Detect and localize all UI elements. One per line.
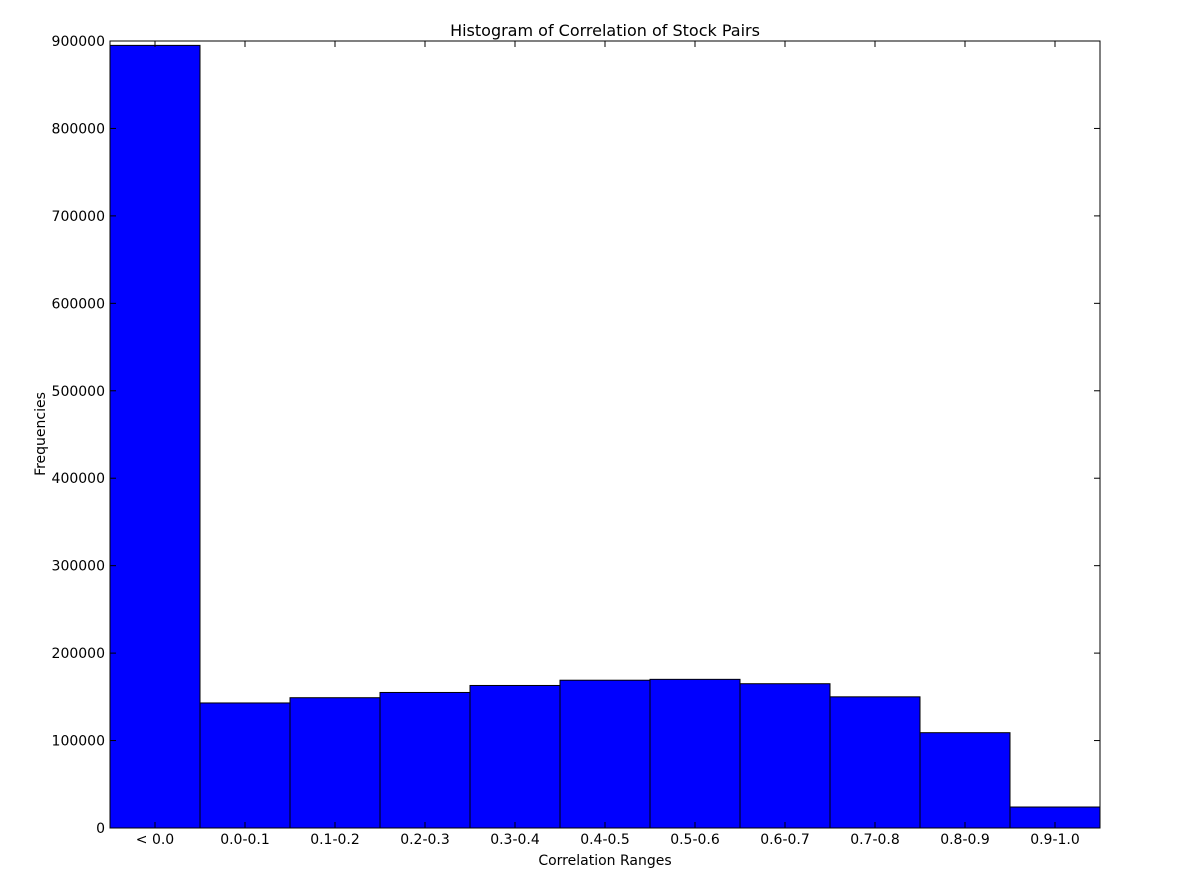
y-tick-label: 400000	[52, 471, 105, 487]
x-tick-label: < 0.0	[136, 832, 174, 848]
bar-6	[649, 678, 741, 829]
bar-5	[559, 679, 651, 829]
y-axis-label: Frequencies	[33, 392, 49, 476]
bar-7	[739, 683, 831, 829]
y-tick-label: 800000	[52, 121, 105, 137]
x-axis-label: Correlation Ranges	[538, 853, 671, 869]
y-axis-ticks: 0 100000 200000 300000 400000 500000 600000 700…	[52, 34, 1100, 837]
bar-8	[829, 696, 921, 829]
bar-9	[919, 732, 1011, 829]
y-tick-label: 300000	[52, 559, 105, 575]
x-tick-label: 0.8-0.9	[940, 832, 990, 848]
x-tick-label: 0.4-0.5	[580, 832, 630, 848]
y-tick-label: 0	[96, 821, 105, 837]
y-tick-label: 200000	[52, 646, 105, 662]
y-tick-label: 600000	[52, 296, 105, 312]
x-tick-label: 0.1-0.2	[310, 832, 360, 848]
x-axis-ticks: < 0.0 0.0-0.1 0.1-0.2 0.2-0.3 0.3-0.4 0.4-0.5…	[136, 41, 1080, 848]
bar-2	[289, 697, 381, 829]
bars-group	[109, 44, 1101, 829]
y-tick-label: 500000	[52, 384, 105, 400]
y-tick-label: 100000	[52, 734, 105, 750]
x-tick-label: 0.3-0.4	[490, 832, 540, 848]
x-tick-label: 0.9-1.0	[1030, 832, 1080, 848]
x-tick-label: 0.2-0.3	[400, 832, 450, 848]
bar-3	[379, 691, 471, 829]
x-tick-label: 0.5-0.6	[670, 832, 720, 848]
y-tick-label: 700000	[52, 209, 105, 225]
x-tick-label: 0.6-0.7	[760, 832, 810, 848]
bar-0	[109, 44, 201, 829]
bar-1	[199, 702, 291, 829]
x-tick-label: 0.7-0.8	[850, 832, 900, 848]
bar-4	[469, 684, 561, 829]
x-tick-label: 0.0-0.1	[220, 832, 270, 848]
chart-title: Histogram of Correlation of Stock Pairs	[450, 21, 760, 40]
y-tick-label: 900000	[52, 34, 105, 50]
